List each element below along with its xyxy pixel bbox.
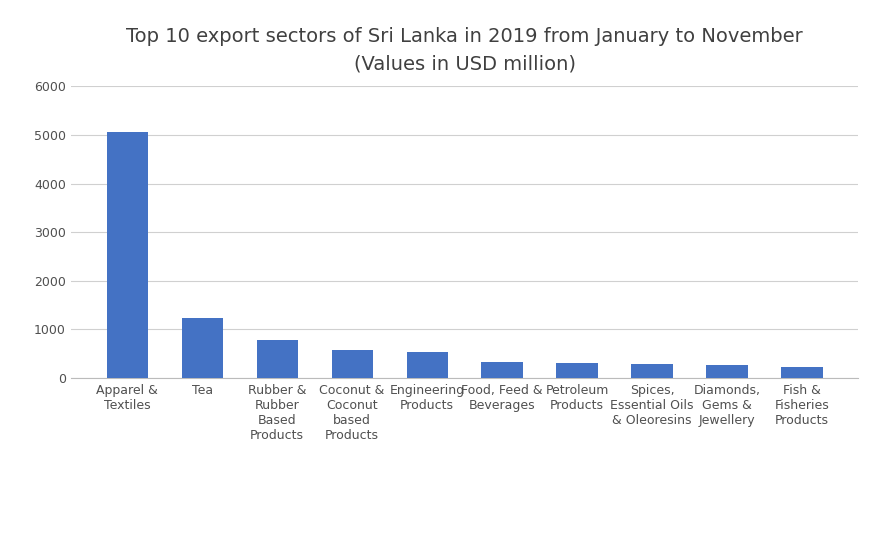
- Bar: [632, 363, 673, 378]
- Bar: [706, 366, 748, 378]
- Bar: [557, 363, 597, 378]
- Bar: [406, 352, 448, 378]
- Title: Top 10 export sectors of Sri Lanka in 2019 from January to November
(Values in U: Top 10 export sectors of Sri Lanka in 20…: [127, 27, 803, 74]
- Bar: [257, 340, 297, 378]
- Bar: [332, 350, 373, 378]
- Bar: [781, 367, 823, 378]
- Bar: [181, 318, 223, 378]
- Bar: [106, 132, 148, 378]
- Bar: [481, 362, 523, 378]
